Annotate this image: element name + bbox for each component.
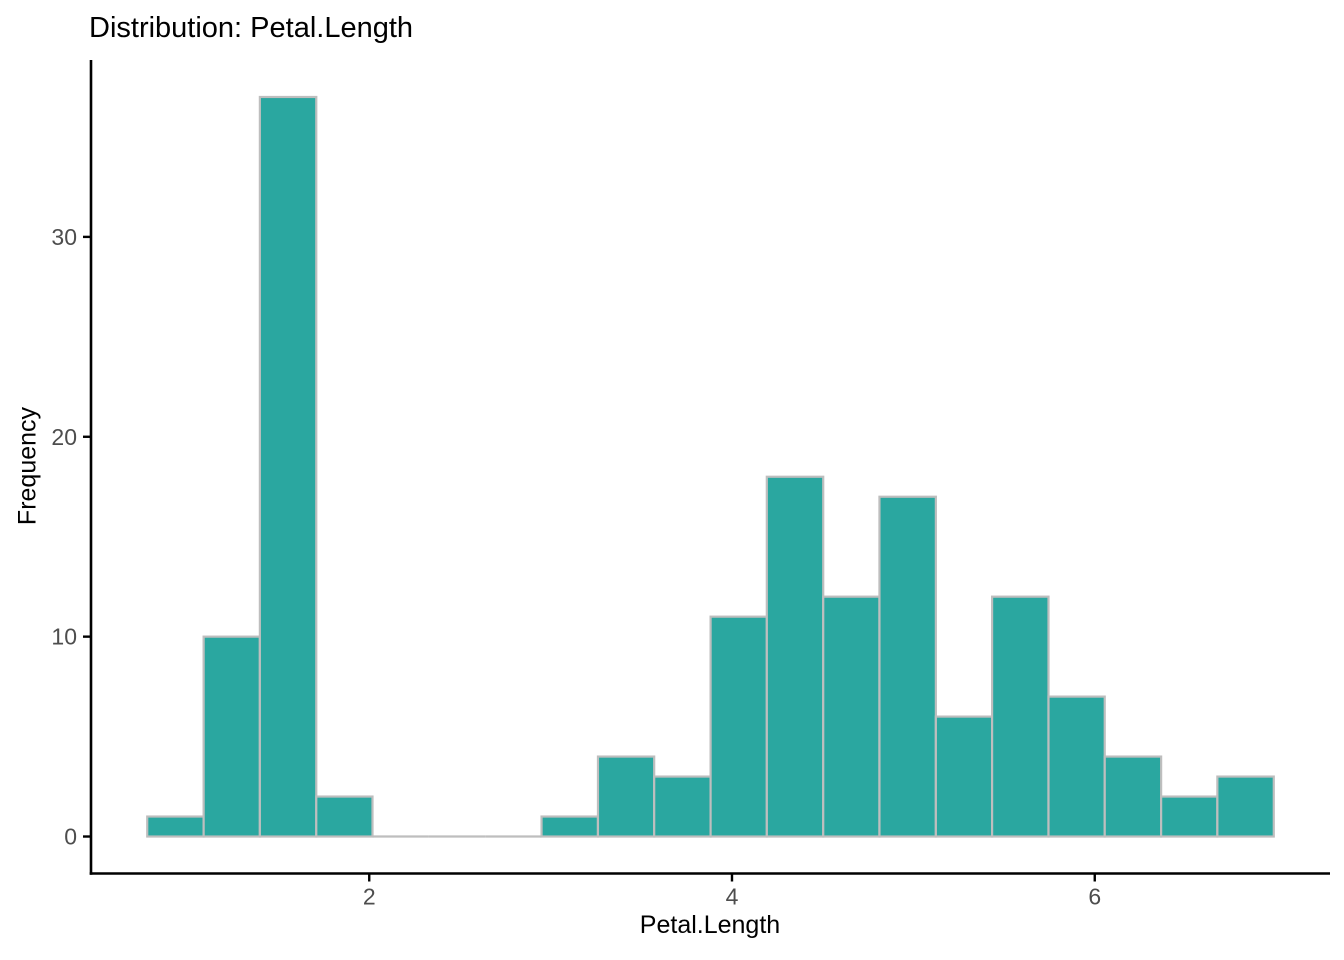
x-tick-label: 6 [1088,884,1101,910]
histogram-bar [1216,775,1275,838]
histogram-bar [1047,695,1106,838]
histogram-bar [258,95,318,838]
histogram-bar [202,635,261,838]
histogram-bar [653,775,712,838]
histogram-bar [822,595,881,838]
histogram-bar [315,795,374,838]
y-axis-title: Frequency [13,406,42,526]
x-axis-title: Petal.Length [639,911,781,939]
y-tick-label: 20 [51,424,77,450]
y-tick-label: 30 [51,224,77,250]
histogram-bar [765,475,825,838]
histogram-bar [1160,795,1219,838]
histogram-bar [990,595,1050,838]
histogram-bar [1103,755,1163,838]
x-tick-label: 2 [363,884,376,910]
x-tick-label: 4 [726,884,739,910]
histogram-bar [540,815,600,838]
chart-title: Distribution: Petal.Length [89,12,414,44]
histogram-bar [596,755,656,838]
histogram-bar [146,815,205,838]
histogram-bar [709,615,768,838]
y-tick-label: 0 [64,824,77,850]
histogram-bar [934,715,994,838]
histogram-bar [878,495,937,838]
y-tick-label: 10 [51,624,77,650]
